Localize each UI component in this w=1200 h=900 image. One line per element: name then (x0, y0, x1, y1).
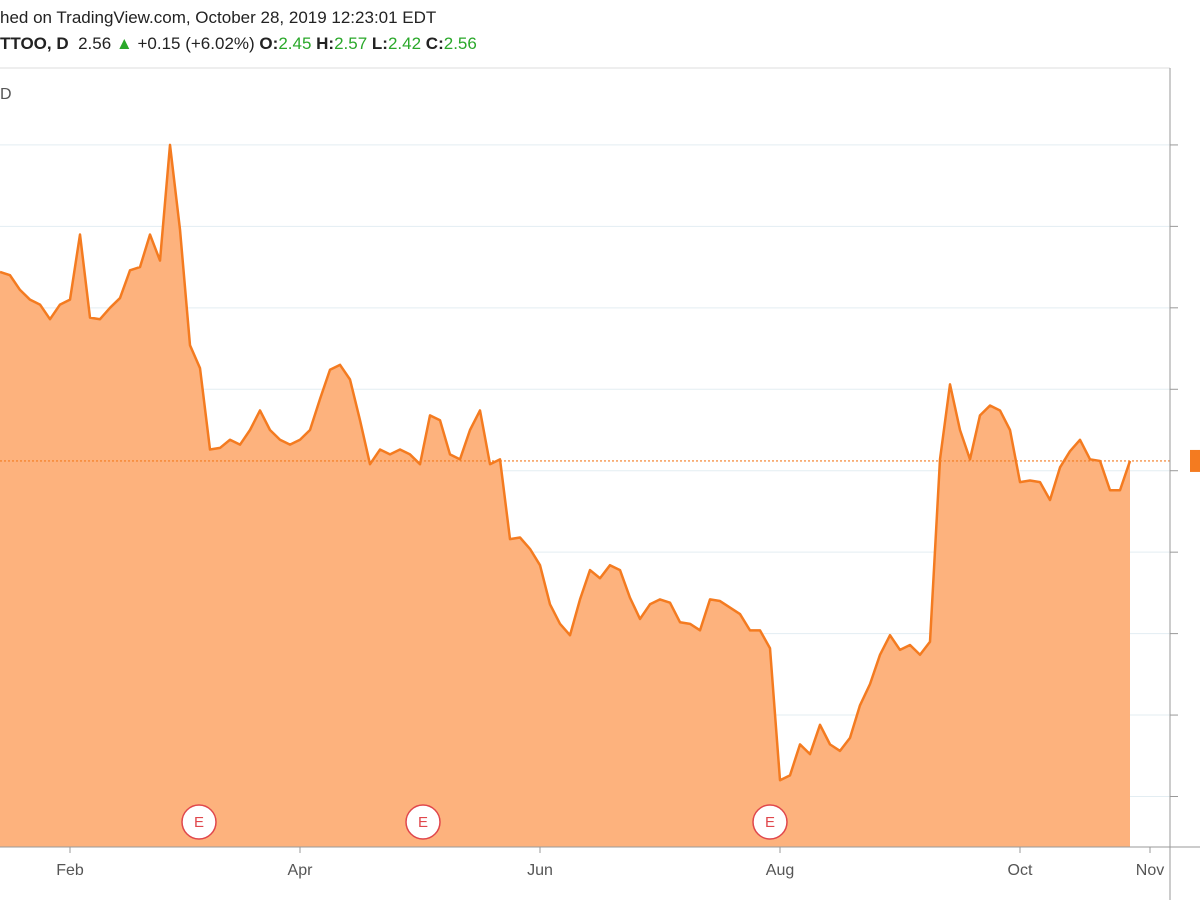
ohlc: O:2.45 H:2.57 L:2.42 C:2.56 (259, 34, 476, 53)
x-tick-label: Nov (1136, 862, 1164, 879)
x-tick-label: Oct (1008, 862, 1033, 879)
ohlc-value: 2.56 (443, 34, 477, 53)
up-arrow: ▲ (115, 34, 133, 53)
earnings-label: E (418, 814, 428, 831)
ohlc-value: 2.57 (334, 34, 368, 53)
x-tick-label: Feb (56, 862, 84, 879)
last-price-tag (1190, 449, 1200, 472)
quote-line: TTOO, D 2.56 ▲ +0.15 (+6.02%) O:2.45 H:2… (0, 34, 477, 54)
header: hed on TradingView.com, October 28, 2019… (0, 0, 1200, 62)
earnings-label: E (765, 814, 775, 831)
change: +0.15 (+6.02%) (137, 34, 255, 53)
price-area (0, 144, 1130, 848)
earnings-label: E (194, 814, 204, 831)
ohlc-label: L: (371, 34, 388, 53)
ohlc-value: 2.42 (387, 34, 422, 53)
ohlc-label: O: (259, 34, 279, 53)
earnings-marker (181, 804, 217, 840)
price-line (0, 143, 1132, 782)
ohlc-label: H: (316, 34, 335, 53)
symbol: TTOO, D (0, 34, 69, 53)
axis-title: D (0, 86, 12, 103)
earnings-marker (405, 804, 441, 840)
x-tick-label: Aug (766, 862, 794, 879)
x-tick-label: Jun (527, 862, 553, 879)
ohlc-label: C: (425, 34, 444, 53)
x-tick-label: Apr (288, 862, 314, 879)
earnings-marker (752, 804, 788, 840)
ohlc-value: 2.45 (278, 34, 312, 53)
published-line: hed on TradingView.com, October 28, 2019… (0, 8, 437, 27)
last-price: 2.56 (78, 34, 112, 53)
